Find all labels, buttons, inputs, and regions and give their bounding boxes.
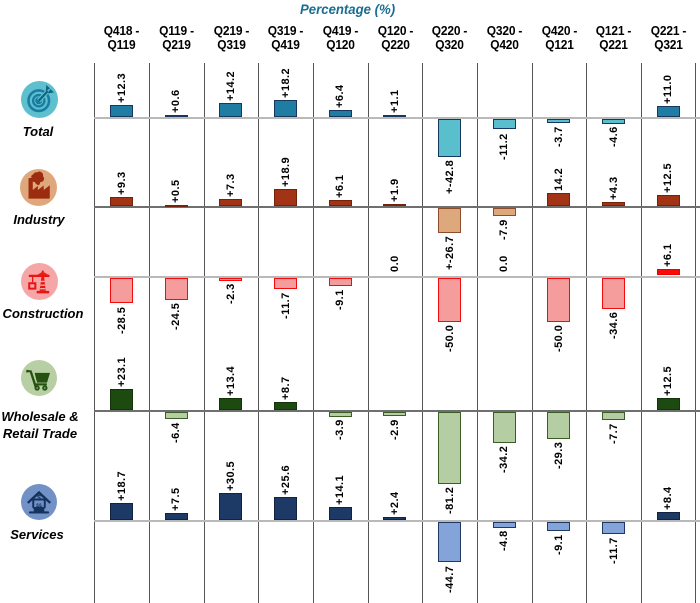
- svg-text:$: $: [37, 493, 41, 502]
- svg-text:$$: $$: [36, 502, 42, 508]
